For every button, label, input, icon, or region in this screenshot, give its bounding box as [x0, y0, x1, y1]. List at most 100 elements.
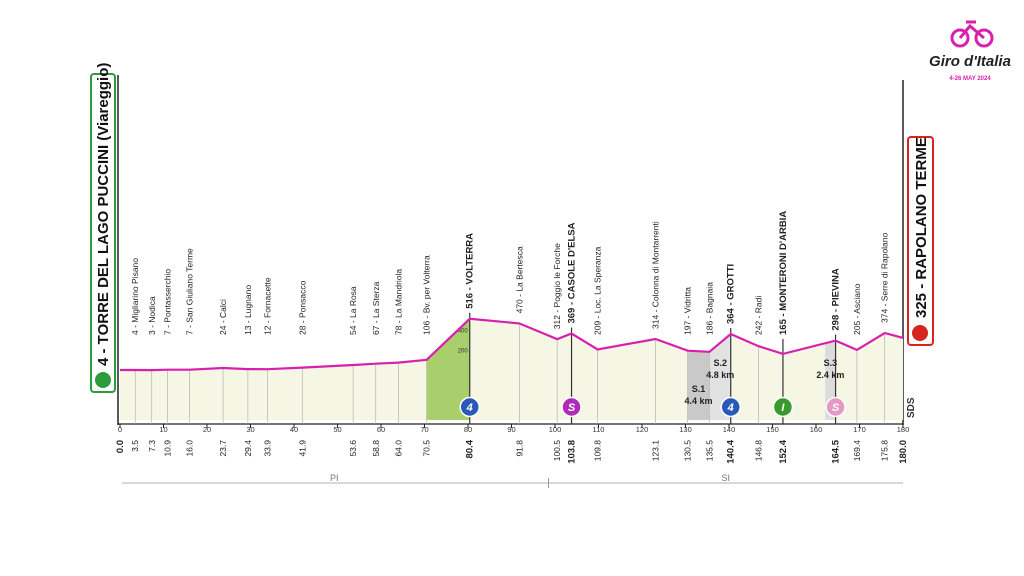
waypoint-label: 186 - Bagnaia [704, 282, 714, 335]
x-tick-label: 90 [507, 425, 515, 434]
sprint-name: S.1 [692, 384, 706, 394]
finish-icon [912, 325, 928, 341]
x-tick-label: 40 [290, 425, 298, 434]
start-label: 4 - TORRE DEL LAGO PUCCINI (Viareggio) [95, 63, 112, 366]
waypoint-label: 13 - Lugnano [243, 285, 253, 335]
waypoint-label: 242 - Radi [754, 296, 764, 335]
climb-area [687, 350, 710, 420]
waypoint-label: 67 - La Sterza [371, 281, 381, 335]
waypoint-label: 54 - La Rosa [348, 286, 358, 335]
km-label: 29.4 [243, 440, 253, 457]
waypoint-label: 165 - MONTERONI D'ARBIA [778, 211, 789, 335]
x-tick-label: 50 [333, 425, 341, 434]
side-label: SDS [906, 397, 917, 418]
km-label: 58.8 [371, 440, 381, 457]
km-label: 33.9 [262, 440, 272, 457]
y-tick-label: 200 [458, 348, 469, 354]
km-label: 169.4 [852, 440, 862, 462]
km-label: 70.5 [422, 440, 432, 457]
climb-marker [772, 396, 794, 418]
waypoint-label: 205 - Asciano [852, 283, 862, 335]
province-label: SI [721, 473, 730, 483]
x-tick-label: 180 [897, 425, 910, 434]
x-tick-label: 70 [420, 425, 428, 434]
climb-marker [561, 396, 582, 418]
logo: Giro d'Italia 4-26 MAY 2024 [929, 20, 1011, 82]
climb-marker-label: 4 [466, 402, 473, 414]
km-label: 16.0 [185, 440, 195, 457]
logo-wheel [950, 28, 970, 48]
y-tick-label: 400 [458, 328, 469, 334]
finish-label: 325 - RAPOLANO TERME [913, 137, 930, 318]
waypoint-label: 78 - La Mandriola [393, 269, 403, 335]
waypoint-label: 28 - Ponsacco [297, 280, 307, 335]
km-label: 130.5 [683, 440, 693, 462]
x-tick-label: 120 [636, 425, 649, 434]
km-label: 109.8 [593, 440, 603, 462]
profile-line [120, 317, 904, 372]
km-label: 180.0 [898, 440, 909, 464]
km-label: 23.7 [218, 440, 228, 457]
climb-marker [720, 396, 741, 418]
km-label: 175.8 [880, 440, 890, 462]
km-label: 103.8 [567, 440, 578, 464]
sprint-length: 4.4 km [685, 396, 713, 406]
waypoint-label: 314 - Colonna di Montarrenti [650, 221, 660, 329]
logo-frame [958, 20, 985, 40]
waypoint-label: 106 - Bv. per Volterra [422, 255, 432, 335]
waypoint-label: 209 - Loc. La Speranza [593, 246, 603, 335]
km-label: 152.4 [778, 439, 789, 463]
waypoint-label: 364 - GROTTI [726, 264, 737, 324]
waypoint-label: 516 - VOLTERRA [465, 233, 476, 309]
x-tick-label: 170 [853, 425, 866, 434]
waypoint-label: 12 - Fornacette [262, 277, 272, 335]
km-label: 135.5 [704, 440, 714, 462]
x-tick-label: 160 [810, 425, 823, 434]
logo-wheel [974, 28, 994, 48]
km-label: 164.5 [831, 439, 842, 463]
x-tick-label: 150 [766, 425, 779, 434]
sprint-name: S.2 [714, 358, 728, 368]
km-label: 123.1 [650, 440, 660, 462]
km-label: 140.4 [726, 439, 737, 463]
finish-box [907, 136, 934, 346]
x-tick-label: 80 [464, 425, 472, 434]
waypoint-label: 298 - PIEVINA [831, 268, 842, 330]
km-label: 146.8 [754, 440, 764, 462]
km-label: 10.9 [162, 440, 172, 457]
waypoint-label: 470 - La Bertesca [514, 246, 524, 313]
logo-title: Giro d'Italia [929, 53, 1011, 70]
waypoint-label: 197 - Vidritta [683, 287, 693, 335]
km-label: 41.9 [297, 440, 307, 457]
climb-marker-label: S [832, 402, 840, 414]
waypoint-label: 374 - Serre di Rapolano [880, 232, 890, 323]
waypoint-label: 7 - Pontasserchio [162, 269, 172, 335]
sprint-name: S.3 [824, 358, 838, 368]
x-tick-label: 100 [549, 425, 562, 434]
logo-dates: 4-26 MAY 2024 [949, 76, 991, 82]
x-tick-label: 110 [593, 425, 605, 434]
sprint-length: 4.8 km [706, 370, 734, 380]
waypoint-label: 4 - Migliarino Pisano [130, 258, 140, 335]
km-label: 0.0 [115, 440, 126, 453]
km-label: 91.8 [514, 440, 524, 457]
climb-marker-label: 4 [727, 402, 734, 414]
climb-marker [825, 396, 846, 418]
x-tick-label: 20 [203, 425, 211, 434]
climb-marker-label: I [781, 402, 785, 414]
km-label: 80.4 [465, 439, 476, 458]
waypoint-label: 312 - Poggio le Forche [552, 243, 562, 329]
x-tick-label: 140 [723, 425, 736, 434]
climb-marker [459, 396, 480, 418]
km-label: 3.5 [130, 440, 140, 452]
x-tick-label: 10 [159, 425, 167, 434]
climb-marker-label: S [568, 402, 576, 414]
province-label: PI [330, 473, 339, 483]
km-label: 53.6 [348, 440, 358, 457]
km-label: 7.3 [147, 440, 157, 452]
km-label: 64.0 [393, 440, 403, 457]
waypoint-label: 7 - San Giuliano Terme [185, 248, 195, 335]
start-icon [95, 372, 111, 388]
x-tick-label: 130 [679, 425, 692, 434]
